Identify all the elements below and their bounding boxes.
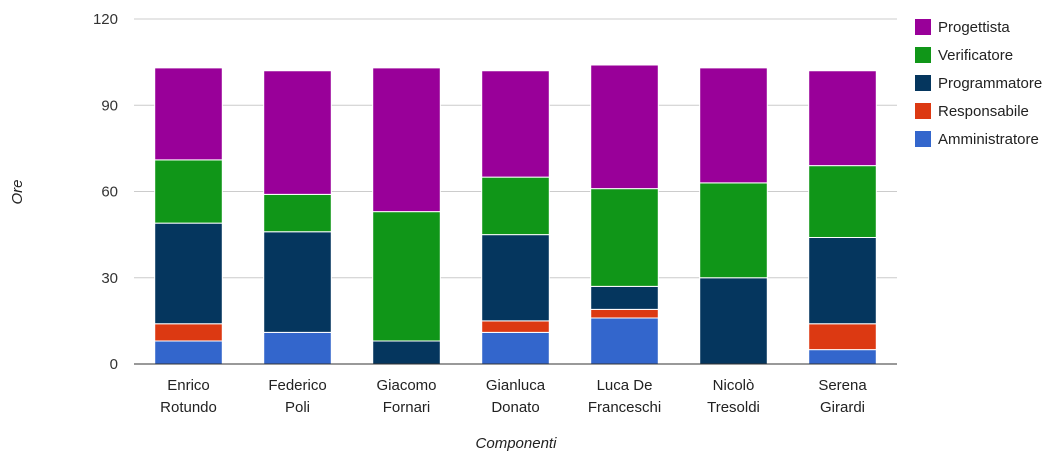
bar-segment (808, 70, 877, 167)
bar-segment (372, 67, 441, 213)
bar-segment (808, 237, 877, 325)
bar-segment (154, 159, 223, 224)
x-tick-label: Poli (285, 399, 310, 416)
bar-segment (699, 182, 768, 279)
x-tick-label: Luca De (597, 377, 653, 394)
legend-swatch (915, 131, 931, 147)
x-tick-label: Serena (818, 377, 867, 394)
bar-segment (699, 67, 768, 184)
x-tick-label: Giacomo (376, 377, 436, 394)
bar-segment (590, 317, 659, 365)
bar-segment (699, 277, 768, 365)
x-tick-label: Fornari (383, 399, 431, 416)
x-tick-label: Federico (268, 377, 326, 394)
bar-segment (590, 64, 659, 190)
legend-label: Programmatore (938, 75, 1042, 92)
legend-label: Amministratore (938, 131, 1039, 148)
bar-segment (481, 234, 550, 322)
bar-segment (481, 176, 550, 236)
y-tick-label: 0 (110, 356, 118, 373)
y-axis-title: Ore (9, 179, 26, 204)
legend-swatch (915, 103, 931, 119)
x-tick-label: Girardi (820, 399, 865, 416)
y-tick-label: 120 (93, 11, 118, 28)
y-tick-label: 90 (101, 97, 118, 114)
bar-segment (590, 285, 659, 310)
legend: Progettista Verificatore Programmatore Resp… (915, 19, 1042, 148)
x-tick-label: Donato (491, 399, 539, 416)
bar-segment (481, 70, 550, 178)
x-tick-label: Gianluca (486, 377, 546, 394)
x-tick-label: Tresoldi (707, 399, 760, 416)
bar-segment (808, 165, 877, 238)
legend-label: Progettista (938, 19, 1010, 36)
x-tick-label: Franceschi (588, 399, 661, 416)
bar-segment (372, 211, 441, 342)
x-axis-title: Componenti (476, 435, 558, 452)
bar-segment (263, 193, 332, 233)
x-tick-label: Rotundo (160, 399, 217, 416)
y-tick-label: 30 (101, 270, 118, 287)
x-tick-label: Nicolò (713, 377, 755, 394)
bar-segment (481, 331, 550, 365)
bar-segment (154, 340, 223, 365)
legend-swatch (915, 19, 931, 35)
bars (154, 64, 877, 365)
bar-segment (263, 70, 332, 195)
bar-segment (154, 222, 223, 325)
bar-segment (154, 67, 223, 161)
bar-segment (590, 188, 659, 287)
bar-segment (590, 308, 659, 319)
bar-segment (263, 331, 332, 365)
bar-segment (372, 340, 441, 365)
y-tick-label: 60 (101, 184, 118, 201)
bar-segment (154, 323, 223, 342)
bar-segment (808, 323, 877, 351)
bar-segment (808, 349, 877, 365)
legend-label: Verificatore (938, 47, 1013, 64)
x-tick-label: Enrico (167, 377, 210, 394)
axes: 0 30 60 90 120 Enrico Rotundo Federico Poli Giaco… (93, 11, 897, 416)
legend-swatch (915, 75, 931, 91)
bar-segment (263, 231, 332, 333)
legend-label: Responsabile (938, 103, 1029, 120)
bar-segment (481, 320, 550, 333)
legend-swatch (915, 47, 931, 63)
